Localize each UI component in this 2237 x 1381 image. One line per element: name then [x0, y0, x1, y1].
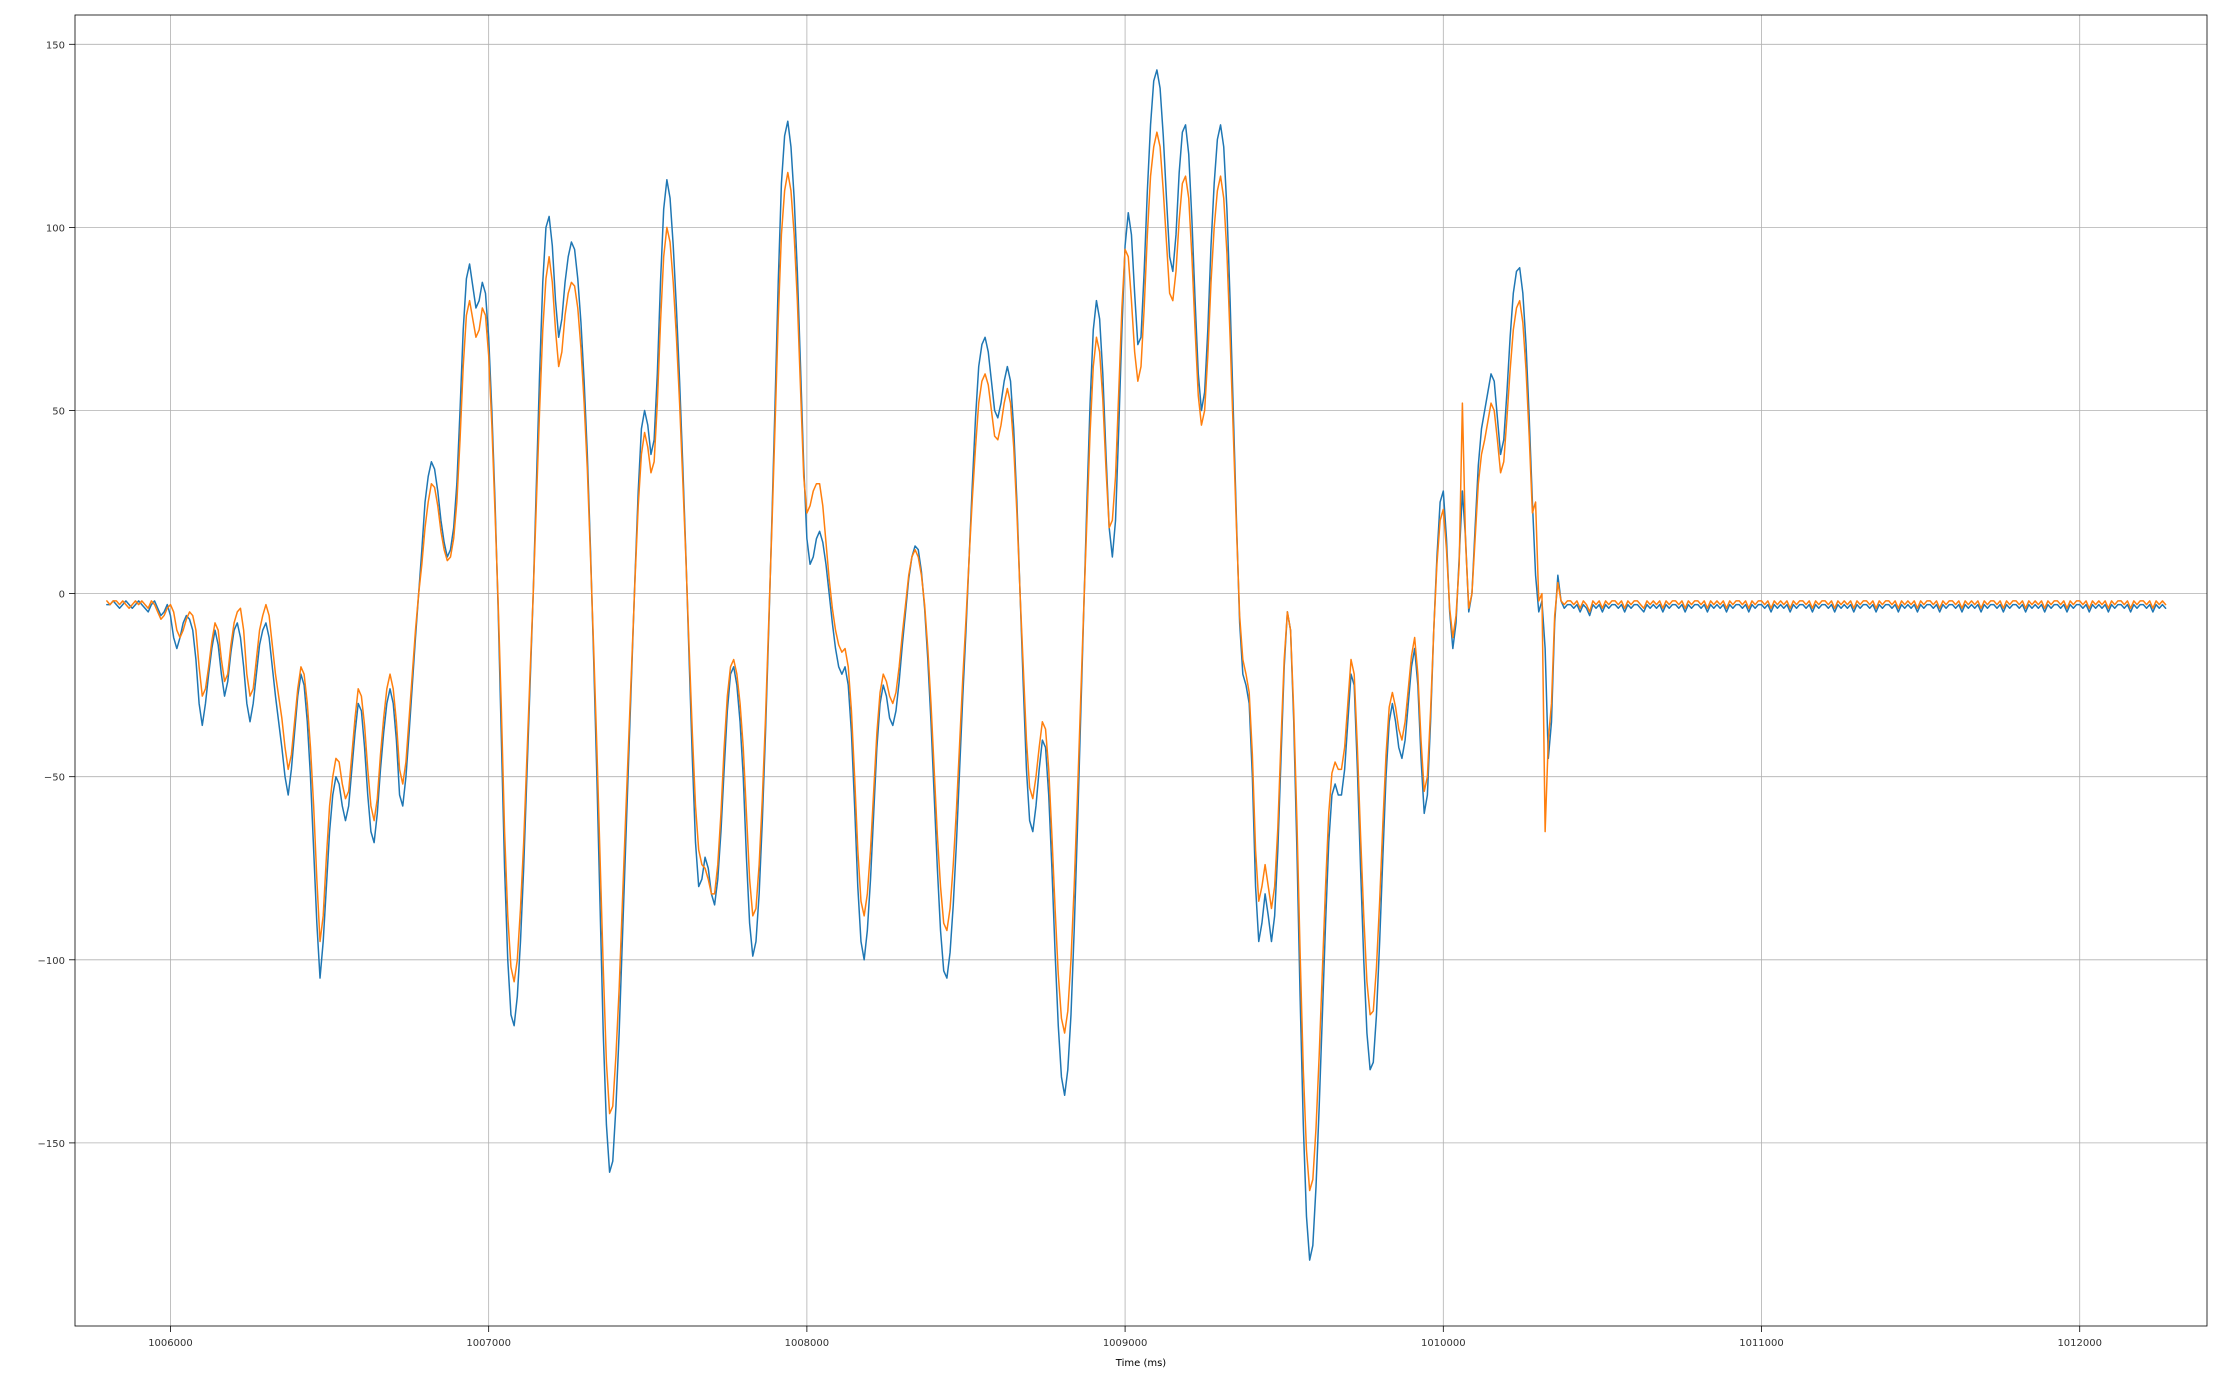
- x-tick-label: 1006000: [148, 1338, 193, 1349]
- x-tick-label: 1010000: [1421, 1338, 1466, 1349]
- x-tick-label: 1011000: [1739, 1338, 1784, 1349]
- y-tick-label: 150: [46, 40, 65, 51]
- x-tick-label: 1007000: [466, 1338, 511, 1349]
- line-chart: 1006000 1007000 1008000 1009000 1010000 10110…: [0, 0, 2237, 1381]
- x-axis-label: Time (ms): [1115, 1358, 1167, 1369]
- y-tick-label: 0: [59, 590, 65, 601]
- y-tick-label: 50: [52, 406, 65, 417]
- x-tick-label: 1012000: [2057, 1338, 2102, 1349]
- y-tick-label: −150: [38, 1139, 65, 1150]
- y-tick-label: −50: [44, 773, 65, 784]
- x-tick-label: 1008000: [785, 1338, 830, 1349]
- plot-area: [75, 15, 2207, 1326]
- x-tick-label: 1009000: [1103, 1338, 1148, 1349]
- chart-container: 1006000 1007000 1008000 1009000 1010000 10110…: [0, 0, 2237, 1381]
- y-tick-label: 100: [46, 223, 65, 234]
- y-tick-label: −100: [38, 956, 65, 967]
